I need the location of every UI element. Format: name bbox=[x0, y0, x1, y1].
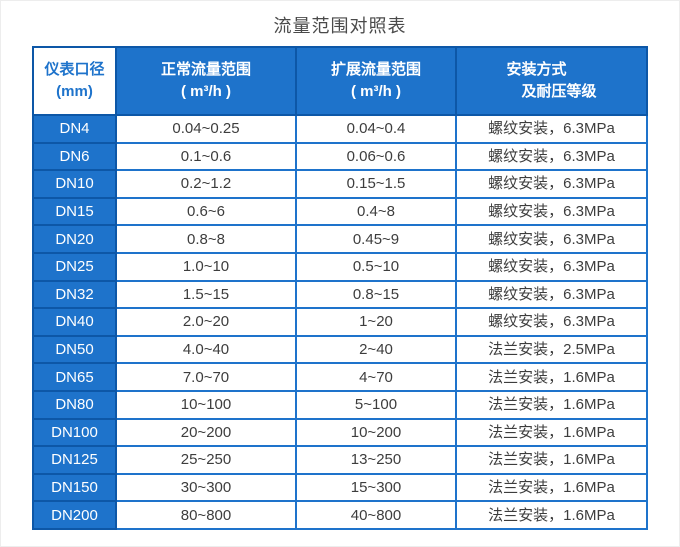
table-row: DN6 0.1~0.6 0.06~0.6 螺纹安装，6.3MPa bbox=[32, 141, 648, 172]
normal-range-cell: 25~250 bbox=[115, 445, 297, 475]
extended-range-cell: 40~800 bbox=[295, 500, 457, 530]
diameter-cell: DN80 bbox=[32, 389, 117, 420]
extended-range-cell: 13~250 bbox=[295, 445, 457, 475]
installation-cell: 法兰安装，1.6MPa bbox=[455, 362, 648, 392]
installation-cell: 法兰安装，1.6MPa bbox=[455, 445, 648, 475]
diameter-cell: DN6 bbox=[32, 141, 117, 172]
table-row: DN4 0.04~0.25 0.04~0.4 螺纹安装，6.3MPa bbox=[32, 114, 648, 144]
column-header-normal-range: 正常流量范围 ( m³/h ) bbox=[115, 46, 297, 116]
header-lines: 仪表口径 (mm) bbox=[44, 59, 104, 103]
extended-range-cell: 2~40 bbox=[295, 334, 457, 365]
table-row: DN80 10~100 5~100 法兰安装，1.6MPa bbox=[32, 389, 648, 420]
normal-range-cell: 0.04~0.25 bbox=[115, 114, 297, 144]
extended-range-cell: 5~100 bbox=[295, 389, 457, 420]
table-row: DN100 20~200 10~200 法兰安装，1.6MPa bbox=[32, 417, 648, 448]
normal-range-cell: 1.0~10 bbox=[115, 251, 297, 282]
extended-range-cell: 0.15~1.5 bbox=[295, 169, 457, 199]
extended-range-cell: 4~70 bbox=[295, 362, 457, 392]
extended-range-cell: 0.5~10 bbox=[295, 251, 457, 282]
normal-range-cell: 10~100 bbox=[115, 389, 297, 420]
table-row: DN200 80~800 40~800 法兰安装，1.6MPa bbox=[32, 500, 648, 530]
diameter-cell: DN150 bbox=[32, 472, 117, 503]
extended-range-cell: 0.06~0.6 bbox=[295, 141, 457, 172]
table-row: DN15 0.6~6 0.4~8 螺纹安装，6.3MPa bbox=[32, 196, 648, 227]
diameter-cell: DN200 bbox=[32, 500, 117, 530]
diameter-cell: DN100 bbox=[32, 417, 117, 448]
diameter-cell: DN32 bbox=[32, 279, 117, 310]
table-header-row: 仪表口径 (mm) 正常流量范围 ( m³/h ) 扩展流量范围 ( m³/h ) 安装方式… bbox=[32, 46, 648, 116]
header-lines: 安装方式及耐压等级 bbox=[506, 59, 596, 103]
header-line1: 仪表口径 bbox=[44, 61, 105, 78]
normal-range-cell: 0.1~0.6 bbox=[115, 141, 297, 172]
normal-range-cell: 30~300 bbox=[115, 472, 297, 503]
installation-cell: 螺纹安装，6.3MPa bbox=[455, 114, 648, 144]
extended-range-cell: 10~200 bbox=[295, 417, 457, 448]
table-row: DN40 2.0~20 1~20 螺纹安装，6.3MPa bbox=[32, 307, 648, 337]
header-line2: 及耐压等级 bbox=[521, 83, 597, 100]
diameter-cell: DN20 bbox=[32, 224, 117, 254]
table-header: 仪表口径 (mm) 正常流量范围 ( m³/h ) 扩展流量范围 ( m³/h ) 安装方式… bbox=[32, 46, 648, 116]
normal-range-cell: 2.0~20 bbox=[115, 307, 297, 337]
installation-cell: 螺纹安装，6.3MPa bbox=[455, 307, 648, 337]
table-row: DN10 0.2~1.2 0.15~1.5 螺纹安装，6.3MPa bbox=[32, 169, 648, 199]
table-row: DN50 4.0~40 2~40 法兰安装，2.5MPa bbox=[32, 334, 648, 365]
diameter-cell: DN50 bbox=[32, 334, 117, 365]
column-header-diameter: 仪表口径 (mm) bbox=[32, 46, 117, 116]
installation-cell: 螺纹安装，6.3MPa bbox=[455, 251, 648, 282]
column-header-extended-range: 扩展流量范围 ( m³/h ) bbox=[295, 46, 457, 116]
diameter-cell: DN10 bbox=[32, 169, 117, 199]
table-body: DN4 0.04~0.25 0.04~0.4 螺纹安装，6.3MPa DN6 0.1~0.… bbox=[32, 114, 648, 530]
normal-range-cell: 4.0~40 bbox=[115, 334, 297, 365]
table-row: DN32 1.5~15 0.8~15 螺纹安装，6.3MPa bbox=[32, 279, 648, 310]
installation-cell: 螺纹安装，6.3MPa bbox=[455, 196, 648, 227]
extended-range-cell: 0.45~9 bbox=[295, 224, 457, 254]
normal-range-cell: 80~800 bbox=[115, 500, 297, 530]
header-line2: ( m³/h ) bbox=[350, 83, 401, 100]
header-line1: 安装方式 bbox=[506, 61, 567, 78]
normal-range-cell: 1.5~15 bbox=[115, 279, 297, 310]
table-row: DN65 7.0~70 4~70 法兰安装，1.6MPa bbox=[32, 362, 648, 392]
installation-cell: 螺纹安装，6.3MPa bbox=[455, 169, 648, 199]
normal-range-cell: 7.0~70 bbox=[115, 362, 297, 392]
header-line1: 扩展流量范围 bbox=[330, 61, 421, 78]
table-row: DN125 25~250 13~250 法兰安装，1.6MPa bbox=[32, 445, 648, 475]
installation-cell: 螺纹安装，6.3MPa bbox=[455, 224, 648, 254]
diameter-cell: DN15 bbox=[32, 196, 117, 227]
installation-cell: 法兰安装，1.6MPa bbox=[455, 417, 648, 448]
diameter-cell: DN40 bbox=[32, 307, 117, 337]
installation-cell: 法兰安装，1.6MPa bbox=[455, 472, 648, 503]
installation-cell: 法兰安装，1.6MPa bbox=[455, 500, 648, 530]
header-lines: 正常流量范围 ( m³/h ) bbox=[161, 59, 251, 103]
installation-cell: 螺纹安装，6.3MPa bbox=[455, 141, 648, 172]
header-line1: 正常流量范围 bbox=[160, 61, 251, 78]
diameter-cell: DN25 bbox=[32, 251, 117, 282]
flow-range-table: 仪表口径 (mm) 正常流量范围 ( m³/h ) 扩展流量范围 ( m³/h ) 安装方式… bbox=[32, 46, 648, 530]
normal-range-cell: 0.8~8 bbox=[115, 224, 297, 254]
extended-range-cell: 15~300 bbox=[295, 472, 457, 503]
extended-range-cell: 0.8~15 bbox=[295, 279, 457, 310]
installation-cell: 螺纹安装，6.3MPa bbox=[455, 279, 648, 310]
diameter-cell: DN65 bbox=[32, 362, 117, 392]
extended-range-cell: 0.4~8 bbox=[295, 196, 457, 227]
diameter-cell: DN125 bbox=[32, 445, 117, 475]
normal-range-cell: 20~200 bbox=[115, 417, 297, 448]
header-lines: 扩展流量范围 ( m³/h ) bbox=[331, 59, 421, 103]
table-row: DN150 30~300 15~300 法兰安装，1.6MPa bbox=[32, 472, 648, 503]
column-header-installation: 安装方式及耐压等级 bbox=[455, 46, 648, 116]
installation-cell: 法兰安装，1.6MPa bbox=[455, 389, 648, 420]
table-row: DN25 1.0~10 0.5~10 螺纹安装，6.3MPa bbox=[32, 251, 648, 282]
normal-range-cell: 0.6~6 bbox=[115, 196, 297, 227]
extended-range-cell: 0.04~0.4 bbox=[295, 114, 457, 144]
page-title: 流量范围对照表 bbox=[273, 16, 407, 36]
diameter-cell: DN4 bbox=[32, 114, 117, 144]
extended-range-cell: 1~20 bbox=[295, 307, 457, 337]
header-line2: ( m³/h ) bbox=[180, 83, 231, 100]
header-line2: (mm) bbox=[56, 83, 93, 100]
table-row: DN20 0.8~8 0.45~9 螺纹安装，6.3MPa bbox=[32, 224, 648, 254]
normal-range-cell: 0.2~1.2 bbox=[115, 169, 297, 199]
installation-cell: 法兰安装，2.5MPa bbox=[455, 334, 648, 365]
